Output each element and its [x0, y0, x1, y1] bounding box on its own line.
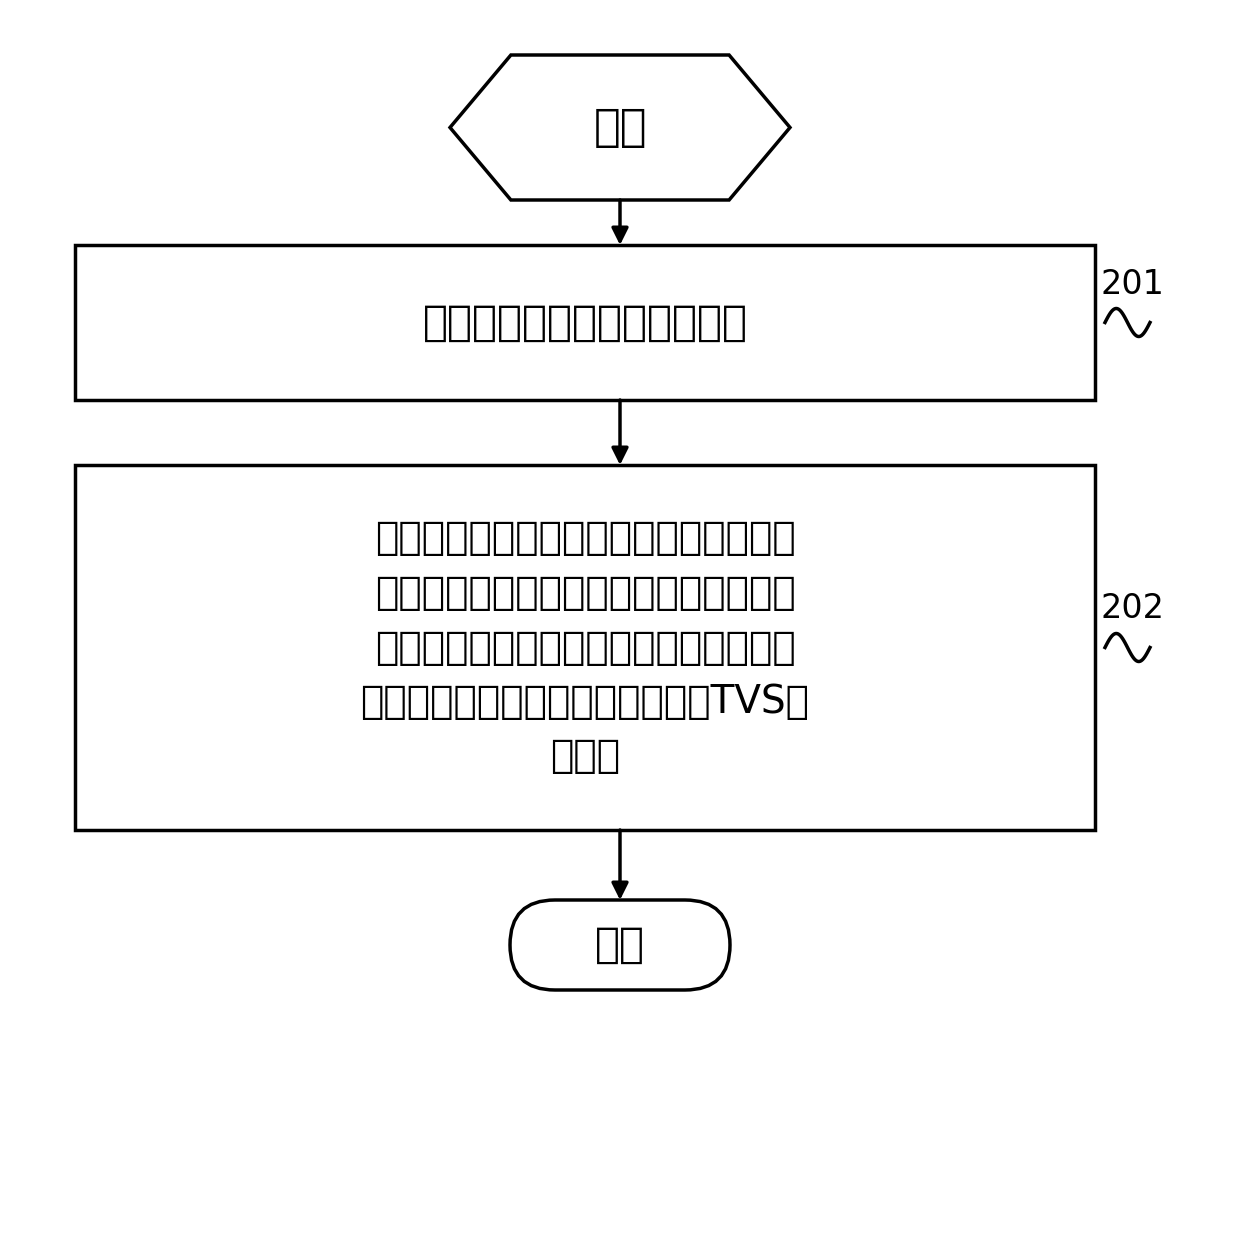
Text: 结束: 结束 — [595, 925, 645, 967]
Text: 201: 201 — [1101, 267, 1164, 300]
Text: 在检测到状态检测引脚的电平状态为第一
电平状态，且持续时间达到预设时间阀値
时，将状态检测引脚的电平状态由第一电
平状态调节至第二电平状态，以使TVS电
路截止: 在检测到状态检测引脚的电平状态为第一 电平状态，且持续时间达到预设时间阀値 时，… — [361, 519, 810, 775]
FancyBboxPatch shape — [74, 465, 1095, 831]
Text: 检测状态检测引脚的电平状态: 检测状态检测引脚的电平状态 — [423, 302, 748, 344]
Text: 202: 202 — [1101, 592, 1164, 625]
Text: 开始: 开始 — [593, 106, 647, 150]
FancyBboxPatch shape — [510, 900, 730, 990]
Polygon shape — [450, 54, 790, 200]
FancyBboxPatch shape — [74, 245, 1095, 400]
